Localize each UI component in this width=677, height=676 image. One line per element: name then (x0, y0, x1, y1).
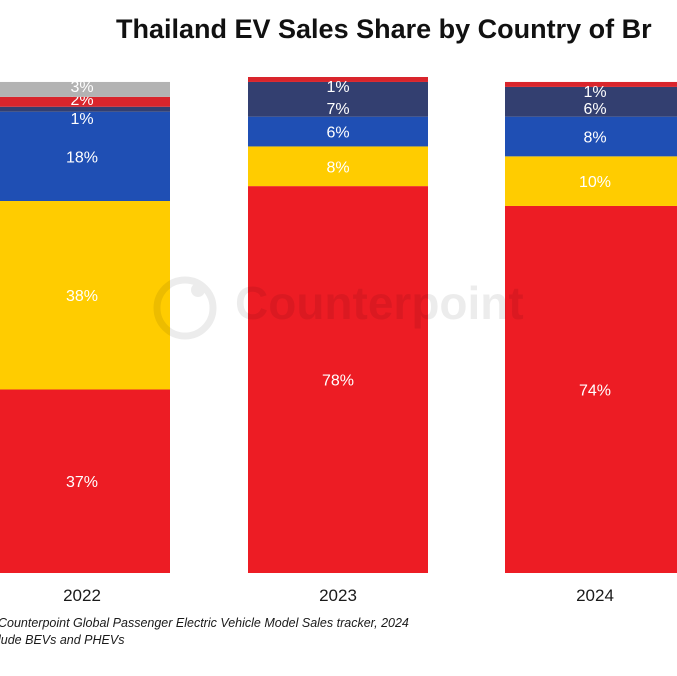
data-label-2022-2: 18% (66, 149, 98, 166)
x-tick-label-2023: 2023 (319, 586, 357, 605)
note-line: lude BEVs and PHEVs (0, 633, 125, 647)
data-label-2024-0: 74% (579, 382, 611, 399)
data-label-2023-2: 6% (326, 125, 349, 142)
data-label-2024-2: 8% (583, 130, 606, 147)
data-label-2022-0: 37% (66, 474, 98, 491)
bar-segment-2024-1 (505, 156, 677, 206)
x-tick-label-2022: 2022 (63, 586, 101, 605)
bar-segment-2022-1 (0, 201, 170, 390)
bar-segment-2023-0 (248, 186, 428, 573)
data-label-2023-0: 78% (322, 373, 354, 390)
source-line: Counterpoint Global Passenger Electric V… (0, 616, 409, 630)
bar-segment-2023-1 (248, 146, 428, 187)
bar-segment-2022-3 (0, 106, 170, 112)
bar-segment-2023-3 (248, 81, 428, 117)
bar-segment-2024-0 (505, 205, 677, 573)
bar-segment-2023-2 (248, 116, 428, 147)
data-label-2024-3: 6% (583, 101, 606, 118)
data-label-2023-4: 1% (326, 79, 349, 96)
bar-segment-2024-2 (505, 116, 677, 157)
watermark-text: Counterpoint (235, 277, 524, 329)
watermark: Counterpoint (150, 268, 550, 358)
bar-segment-2022-5 (0, 81, 170, 97)
data-label-2022-3: 1% (70, 111, 93, 128)
bar-segment-2022-4 (0, 96, 170, 107)
data-label-2023-3: 7% (326, 101, 349, 118)
source-note: Counterpoint Global Passenger Electric V… (0, 615, 409, 649)
data-label-2023-1: 8% (326, 159, 349, 176)
counterpoint-logo-icon (153, 276, 217, 340)
data-label-2022-1: 38% (66, 288, 98, 305)
data-label-2024-1: 10% (579, 174, 611, 191)
x-tick-label-2024: 2024 (576, 586, 614, 605)
bar-segment-2024-4 (505, 81, 677, 87)
bar-segment-2024-3 (505, 86, 677, 117)
data-label-2022-5: 3% (70, 79, 93, 96)
bar-segment-2023-4 (248, 77, 428, 82)
bar-segment-2022-2 (0, 111, 170, 201)
data-label-2024-4: 1% (583, 84, 606, 101)
bar-segment-2022-0 (0, 389, 170, 573)
chart-title: Thailand EV Sales Share by Country of Br (116, 14, 652, 44)
